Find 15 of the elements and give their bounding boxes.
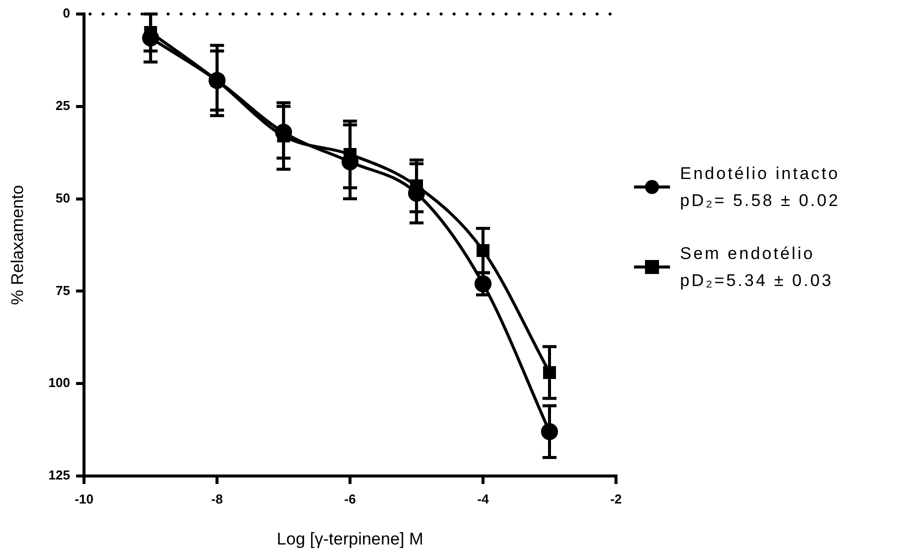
x-tick-label: -6 — [344, 491, 356, 506]
legend-label: Sem endotélio pD₂=5.34 ± 0.03 — [680, 243, 834, 292]
x-tick-label: -2 — [610, 491, 622, 506]
y-tick-label: 125 — [48, 468, 70, 483]
y-tick-label: 25 — [56, 98, 70, 113]
x-axis-title: Log [γ-terpinene] M — [276, 529, 424, 548]
y-tick-label: 50 — [56, 190, 70, 206]
y-tick-label: 100 — [48, 375, 70, 390]
y-tick-label: 75 — [56, 282, 70, 298]
y-axis-title: % Relaxamento — [8, 184, 27, 306]
y-tick-label: 0 — [62, 6, 70, 21]
x-tick-label: -8 — [211, 491, 223, 506]
x-tick-label: -10 — [74, 491, 94, 506]
x-tick-label: -4 — [477, 491, 490, 506]
legend-label: Endotélio intacto pD₂= 5.58 ± 0.02 — [680, 163, 840, 212]
